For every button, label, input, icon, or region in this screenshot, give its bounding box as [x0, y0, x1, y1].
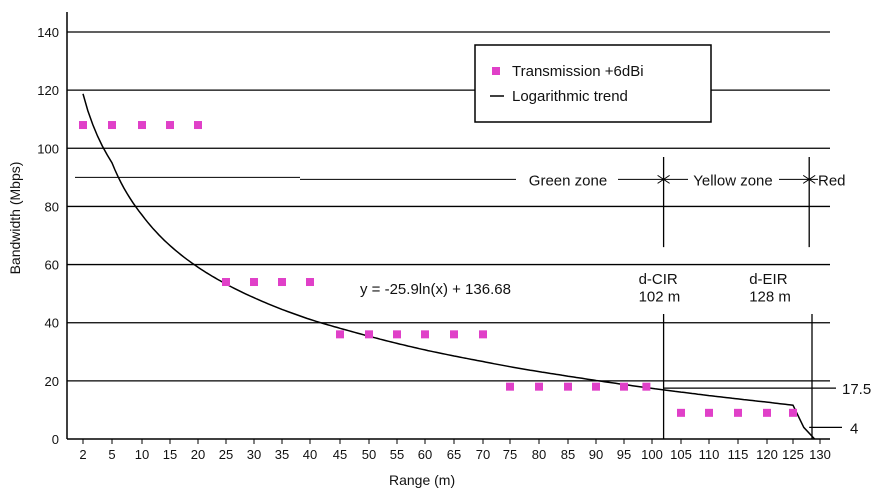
y-axis-label: Bandwidth (Mbps) — [7, 162, 23, 275]
data-point-22 — [705, 408, 713, 417]
data-point-20 — [642, 382, 651, 391]
y-tick-labels: 0 20 40 60 80 100 120 140 — [37, 25, 59, 447]
y-tick-40: 40 — [45, 316, 59, 331]
data-point-23 — [734, 408, 742, 417]
threshold-low-label: 4 — [850, 420, 858, 437]
x-tick-105: 105 — [670, 447, 692, 462]
x-tick-2: 2 — [79, 447, 86, 462]
x-tick-75: 75 — [503, 447, 517, 462]
zone-annotations: Green zone Yellow zone Red — [75, 172, 846, 189]
x-tick-90: 90 — [589, 447, 603, 462]
y-tick-80: 80 — [45, 199, 59, 214]
x-tick-10: 10 — [135, 447, 149, 462]
x-tick-25: 25 — [219, 447, 233, 462]
x-tick-85: 85 — [561, 447, 575, 462]
data-point-16 — [535, 382, 543, 391]
x-tick-70: 70 — [476, 447, 490, 462]
x-tick-30: 30 — [247, 447, 261, 462]
x-tick-100: 100 — [641, 447, 663, 462]
trend-equation: y = -25.9ln(x) + 136.68 — [360, 281, 511, 298]
x-tick-80: 80 — [532, 447, 546, 462]
data-point-10 — [365, 330, 373, 339]
x-tick-55: 55 — [390, 447, 404, 462]
x-tick-95: 95 — [617, 447, 631, 462]
data-point-1 — [108, 121, 116, 130]
x-tick-45: 45 — [333, 447, 347, 462]
x-tick-20: 20 — [191, 447, 205, 462]
data-point-12 — [421, 330, 429, 339]
x-tick-40: 40 — [303, 447, 317, 462]
cir-value: 102 m — [639, 289, 681, 306]
data-point-2 — [138, 121, 146, 130]
data-point-13 — [450, 330, 458, 339]
red-zone-label: Red — [818, 172, 846, 189]
eir-label: d-EIR — [749, 271, 788, 288]
y-tick-120: 120 — [37, 83, 59, 98]
x-tick-50: 50 — [362, 447, 376, 462]
transmission-points — [79, 121, 797, 417]
y-tick-20: 20 — [45, 374, 59, 389]
data-point-15 — [506, 382, 514, 391]
logarithmic-trend-line — [82, 93, 816, 440]
x-tick-120: 120 — [756, 447, 778, 462]
y-tick-0: 0 — [52, 432, 59, 447]
x-tick-60: 60 — [418, 447, 432, 462]
x-tick-125: 125 — [782, 447, 804, 462]
x-tick-labels: 2 5 10 15 20 25 30 35 40 45 50 55 60 65 70 75 80 85 90 95 10… — [79, 439, 831, 462]
legend-box — [474, 44, 712, 123]
x-axis-label: Range (m) — [389, 472, 455, 488]
data-point-19 — [620, 382, 628, 391]
legend-label-trend: Logarithmic trend — [512, 88, 628, 105]
data-point-11 — [393, 330, 401, 339]
data-point-7 — [278, 278, 286, 287]
x-tick-35: 35 — [275, 447, 289, 462]
x-tick-5: 5 — [108, 447, 115, 462]
data-point-0 — [79, 121, 87, 130]
data-point-8 — [306, 278, 314, 287]
data-point-21 — [677, 408, 685, 417]
x-tick-15: 15 — [163, 447, 177, 462]
data-point-14 — [479, 330, 487, 339]
y-tick-140: 140 — [37, 25, 59, 40]
data-point-24 — [763, 408, 771, 417]
data-point-6 — [250, 278, 258, 287]
eir-value: 128 m — [749, 289, 791, 306]
green-zone-label: Green zone — [529, 172, 607, 189]
gridlines — [67, 31, 830, 382]
threshold-high-label: 17.5 — [842, 381, 871, 398]
x-tick-65: 65 — [447, 447, 461, 462]
data-point-17 — [564, 382, 572, 391]
legend-label-transmission: Transmission +6dBi — [512, 63, 644, 80]
legend: Transmission +6dBi Logarithmic trend — [474, 44, 712, 123]
data-point-9 — [336, 330, 344, 339]
cir-label: d-CIR — [639, 271, 678, 288]
x-tick-115: 115 — [728, 447, 749, 462]
x-tick-110: 110 — [699, 447, 720, 462]
data-point-25 — [789, 408, 797, 417]
axes — [66, 12, 830, 440]
yellow-zone-label: Yellow zone — [693, 172, 773, 189]
legend-marker-transmission — [492, 67, 500, 75]
y-tick-60: 60 — [45, 258, 59, 273]
y-tick-100: 100 — [37, 141, 59, 156]
data-point-3 — [166, 121, 174, 130]
x-tick-130: 130 — [809, 447, 831, 462]
data-point-5 — [222, 278, 230, 287]
data-point-18 — [592, 382, 600, 391]
data-point-4 — [194, 121, 202, 130]
